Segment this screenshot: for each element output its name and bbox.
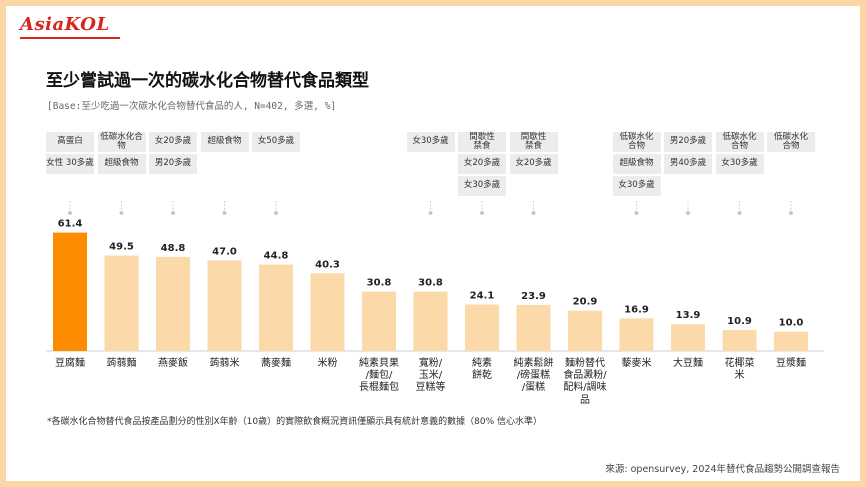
bar	[722, 329, 757, 351]
brand-underline	[20, 37, 120, 39]
connector-dot	[686, 211, 690, 215]
segment-tag: 女30多歲	[458, 176, 506, 196]
value-label: 47.0	[212, 246, 237, 257]
value-label: 10.9	[727, 316, 752, 327]
connector-dot	[531, 211, 536, 215]
segment-tag: 女20多歲	[458, 154, 506, 174]
category-label: 蒟蒻麵	[106, 358, 137, 369]
segment-tag: 間歇性 禁食	[458, 132, 506, 152]
category-label: 豆漿麵	[776, 358, 806, 369]
segment-tag: 女30多歲	[612, 176, 661, 196]
segment-tag: 女20多歲	[149, 132, 197, 152]
value-label: 30.8	[367, 278, 392, 289]
source-text: 來源: opensurvey, 2024年替代食品趨勢公開調查報告	[605, 464, 840, 475]
category-label: 蕎麥麵	[261, 358, 291, 369]
connector-dot	[480, 211, 484, 215]
connector-dot	[428, 211, 433, 215]
segment-tag: 女30多歲	[715, 154, 764, 174]
value-label: 20.9	[573, 297, 598, 308]
bar-chart: 61.4 49.5 48.8 47.0 44.8 40.3 30.8 30.8 24.1 23.9…	[46, 201, 824, 352]
segment-tag: 低碳水化 合物	[612, 132, 661, 152]
bar	[671, 324, 705, 351]
connector-dot	[789, 211, 793, 215]
category-label: 麵粉替代 食品澱粉/ 配料/調味 品	[563, 358, 607, 406]
bar	[465, 304, 499, 351]
bar	[156, 256, 190, 351]
footnote: *各碳水化合物替代食品按產品劃分的性別X年齡（10歲）的實際飲食概況資訊僅顯示具…	[47, 417, 542, 427]
bar	[53, 232, 87, 351]
segment-tag: 低碳水化合物	[97, 132, 146, 152]
brand-logo: AsiaKOL	[20, 14, 110, 35]
value-label: 24.1	[470, 291, 495, 302]
segment-tag: 超級食物	[97, 154, 146, 174]
segment-tag: 男20多歲	[149, 154, 197, 174]
value-label: 49.5	[109, 242, 134, 253]
connector-dot	[119, 211, 124, 215]
value-label: 10.0	[779, 318, 804, 329]
category-label: 純素貝果 /麵包/ 長棍麵包	[359, 358, 399, 394]
category-label: 藜麥米	[621, 358, 652, 369]
value-label: 23.9	[521, 291, 546, 302]
category-label: 米粉	[317, 358, 338, 369]
value-label: 13.9	[676, 310, 701, 321]
segment-tag: 男20多歲	[664, 132, 712, 152]
value-label: 40.3	[315, 259, 340, 270]
connector-dot	[634, 211, 639, 215]
segment-tag: 女30多歲	[406, 132, 455, 152]
category-label: 寬粉/ 玉米/ 豆糕等	[415, 358, 446, 394]
connector-dot	[274, 211, 278, 215]
bar	[310, 273, 345, 351]
category-label: 蒟蒻米	[209, 358, 240, 369]
segment-tag: 間歇性 禁食	[509, 132, 558, 152]
segment-tag: 低碳水化 合物	[715, 132, 764, 152]
bar	[207, 260, 242, 351]
chart-subtitle: [Base:至少吃過一次碳水化合物替代食品的人, N=402, 多選, %]	[47, 101, 337, 112]
value-label: 30.8	[418, 278, 443, 289]
connector-dot	[222, 211, 227, 215]
value-label: 44.8	[264, 251, 289, 262]
connector-dot	[737, 211, 742, 215]
segment-tag: 女50多歲	[252, 132, 300, 152]
bar	[259, 264, 293, 351]
slide: AsiaKOL 至少嘗試過一次的碳水化合物替代食品類型 [Base:至少吃過一次…	[6, 6, 860, 481]
connector-dot	[171, 211, 175, 215]
segment-tag: 女20多歲	[509, 154, 558, 174]
category-label: 大豆麵	[673, 358, 703, 369]
connector-dot	[68, 211, 72, 215]
bar	[362, 291, 396, 351]
value-label: 61.4	[58, 219, 83, 230]
category-label: 燕麥飯	[158, 358, 188, 369]
category-label: 花椰菜 米	[724, 358, 755, 382]
segment-tag: 超級食物	[200, 132, 249, 152]
category-label: 純素鬆餅 /磅蛋糕 /蛋糕	[513, 358, 554, 394]
category-label: 豆腐麵	[55, 358, 85, 369]
bar	[619, 318, 654, 351]
bar	[516, 304, 551, 351]
bar	[104, 255, 139, 351]
value-label: 16.9	[624, 304, 649, 315]
value-label: 48.8	[161, 243, 186, 254]
chart-title: 至少嘗試過一次的碳水化合物替代食品類型	[46, 71, 369, 91]
segment-tag: 男40多歲	[664, 154, 712, 174]
bar	[774, 331, 808, 351]
segment-tag: 低碳水化 合物	[767, 132, 815, 152]
segment-tag: 女性 30多歲	[46, 154, 94, 174]
bar	[413, 291, 448, 351]
segment-tag: 高蛋白	[46, 132, 94, 152]
category-label: 純素 餅乾	[472, 358, 492, 382]
bar	[568, 310, 602, 351]
segment-tag: 超級食物	[612, 154, 661, 174]
